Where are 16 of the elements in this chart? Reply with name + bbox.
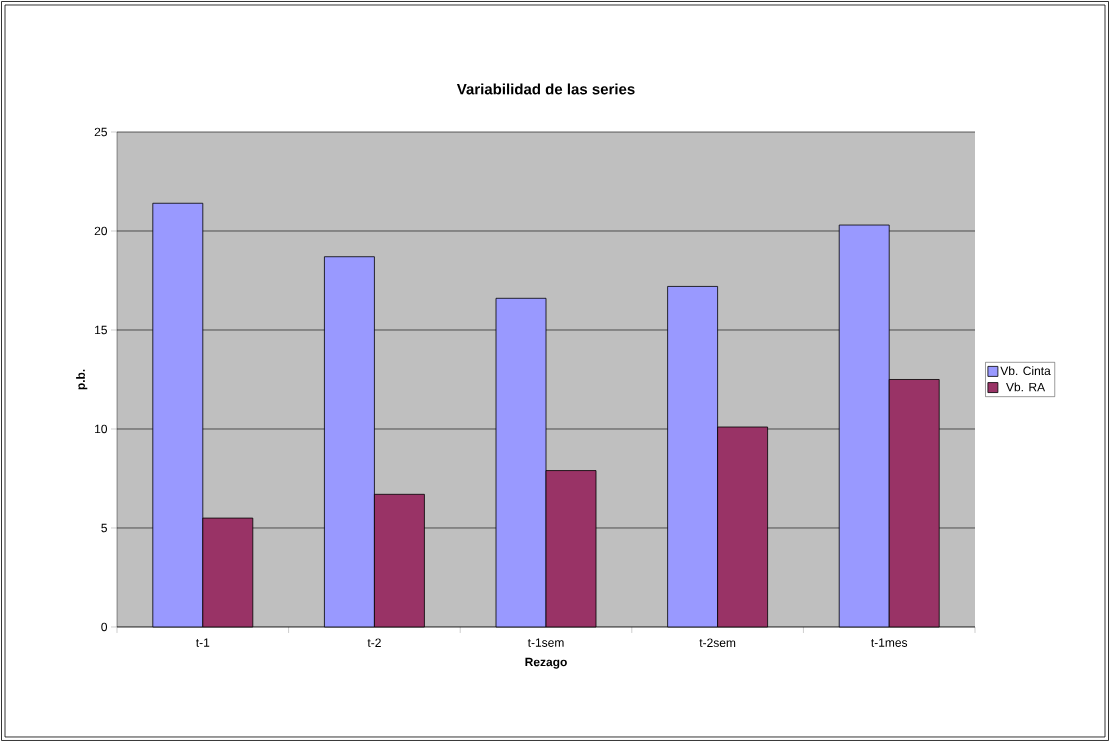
- x-tick-label: t-2: [367, 638, 381, 647]
- y-tick-label: 10: [95, 424, 108, 434]
- chart-title: Variabilidad de las series: [456, 83, 635, 95]
- y-axis-title: p.b.: [76, 369, 88, 390]
- legend-label: Vb. Cinta: [1000, 366, 1051, 376]
- y-tick-label: 20: [94, 226, 108, 236]
- x-tick-label: t-1mes: [871, 638, 908, 647]
- x-tick-label: t-1: [196, 638, 210, 647]
- y-tick-label: 0: [101, 622, 108, 632]
- y-tick-label: 15: [95, 325, 107, 335]
- x-axis-title: Rezago: [525, 657, 567, 669]
- legend-label: Vb. RA: [1006, 382, 1046, 392]
- y-tick-label: 25: [94, 127, 107, 137]
- x-tick-label: t-1sem: [527, 638, 564, 647]
- y-tick-label: 5: [101, 523, 107, 533]
- x-tick-label: t-2sem: [699, 638, 736, 648]
